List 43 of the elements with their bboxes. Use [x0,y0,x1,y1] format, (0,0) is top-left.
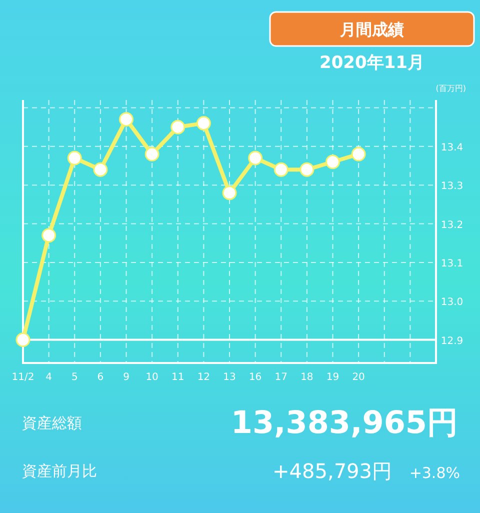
x-tick-label: 20 [352,372,365,383]
point [16,332,30,348]
x-tick-label: 12 [197,372,210,383]
x-tick-label: 11 [172,372,184,383]
x-tick-label: 19 [326,372,340,383]
point [222,186,237,200]
text: +3.8% [409,464,460,482]
point [274,162,288,177]
y-axis-title: (百万円) [436,84,466,93]
point [93,162,108,177]
y-tick-label: 13.4 [440,142,464,154]
x-tick-label: 4 [46,372,52,383]
x-tick-label: 18 [300,372,314,383]
point [300,162,314,177]
y-tick-label: 13.3 [440,181,464,192]
y-tick-label: 13.1 [440,258,464,270]
point [144,146,160,162]
point [42,228,56,243]
point [248,150,263,166]
x-tick-label: 10 [146,372,158,383]
chart-subtitle: 2020年11月 [320,53,424,73]
x-tick-label: 9 [123,372,130,383]
point [326,154,340,170]
y-tick-label: 13.0 [440,297,464,308]
text: +485,793円 [272,459,392,483]
x-tick-label: 6 [97,372,104,383]
x-tick-label: 13 [223,372,236,383]
text: 資産総額 [22,414,82,432]
x-tick-label: 5 [71,372,78,383]
point [170,120,186,134]
x-tick-label: 11/2 [12,372,34,383]
point [351,146,366,162]
y-tick-label: 13.2 [440,220,464,231]
y-tick-label: 12.9 [440,336,464,347]
point [119,112,134,127]
x-tick-label: 16 [248,372,262,383]
point [196,116,211,130]
text: 資産前月比 [22,462,97,480]
x-tick-label: 17 [274,372,288,383]
point [67,150,82,166]
chart-title: 月間成績 [339,20,404,39]
text: 13,383,965円 [230,405,458,441]
title: 月間成績 [269,11,475,47]
